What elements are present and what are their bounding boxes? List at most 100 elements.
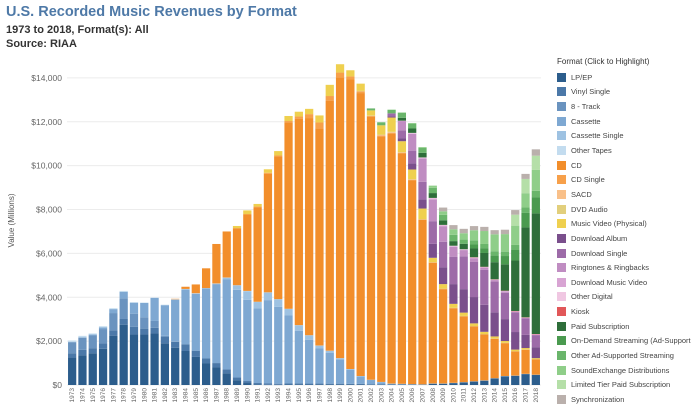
bar-segment bbox=[78, 349, 87, 356]
legend-item[interactable]: DVD Audio bbox=[557, 202, 691, 217]
bar-segment bbox=[274, 151, 283, 156]
bar-segment bbox=[212, 367, 221, 385]
bar-segment bbox=[366, 379, 376, 385]
legend-item[interactable]: Other Digital bbox=[557, 290, 691, 305]
legend-item[interactable]: Cassette bbox=[557, 114, 691, 129]
legend-label: Download Single bbox=[571, 248, 628, 258]
bar-segment bbox=[459, 233, 468, 240]
bar-segment bbox=[305, 108, 314, 115]
bar-segment bbox=[335, 384, 345, 385]
bar-segment bbox=[356, 376, 365, 384]
bar-segment bbox=[243, 383, 252, 385]
x-tick-label: 1973 bbox=[69, 388, 76, 403]
bar-segment bbox=[294, 384, 303, 385]
legend-label: Ringtones & Ringbacks bbox=[571, 263, 649, 273]
y-tick-label: $10,000 bbox=[31, 161, 62, 171]
bar-segment bbox=[511, 312, 520, 333]
bar-segment bbox=[521, 334, 530, 349]
legend-item[interactable]: CD Single bbox=[557, 172, 691, 187]
bar-segment bbox=[129, 326, 139, 335]
bar-segment bbox=[201, 363, 211, 385]
bar-segment bbox=[418, 158, 427, 182]
legend-item[interactable]: Other Ad-Supported Streaming bbox=[557, 348, 691, 363]
legend-label: Synchronization bbox=[571, 394, 625, 404]
bar-segment bbox=[521, 348, 530, 350]
legend-item[interactable]: Music Video (Physical) bbox=[557, 216, 691, 231]
legend-item[interactable]: Ringtones & Ringbacks bbox=[557, 260, 691, 275]
bar-segment bbox=[480, 252, 489, 267]
bar-segment bbox=[469, 240, 479, 245]
bar-segment bbox=[88, 333, 97, 335]
bar-segment bbox=[109, 309, 118, 314]
bar-segment bbox=[408, 150, 417, 164]
bar-segment bbox=[315, 345, 324, 349]
legend-item[interactable]: On-Demand Streaming (Ad-Supported) bbox=[557, 334, 691, 349]
bar-segment bbox=[263, 172, 273, 174]
legend-item[interactable]: Download Music Video bbox=[557, 275, 691, 290]
x-tick-label: 1987 bbox=[213, 388, 220, 403]
bar-segment bbox=[500, 292, 510, 320]
bar-segment bbox=[294, 111, 303, 117]
x-tick-label: 2003 bbox=[378, 388, 385, 403]
legend-item[interactable]: Cassette Single bbox=[557, 129, 691, 144]
bar-segment bbox=[335, 383, 345, 385]
legend-item[interactable]: Other Tapes bbox=[557, 143, 691, 158]
bar-segment bbox=[356, 83, 365, 91]
bar-segment bbox=[263, 292, 273, 301]
legend-item[interactable]: Download Single bbox=[557, 246, 691, 261]
x-tick-label: 1984 bbox=[183, 388, 190, 403]
legend-label: SoundExchange Distributions bbox=[571, 365, 670, 375]
bar-segment bbox=[140, 302, 149, 318]
bar-segment bbox=[294, 330, 303, 384]
bar-segment bbox=[335, 72, 345, 78]
bar-segment bbox=[531, 335, 540, 348]
bar-segment bbox=[490, 280, 499, 282]
bar-segment bbox=[119, 291, 128, 299]
bar-segment bbox=[356, 91, 365, 94]
legend-item[interactable]: Vinyl Single bbox=[557, 85, 691, 100]
bar-segment bbox=[181, 286, 190, 289]
bars-group bbox=[68, 64, 540, 386]
bar-segment bbox=[88, 348, 97, 354]
bar-segment bbox=[243, 291, 252, 300]
bar-segment bbox=[511, 349, 520, 352]
bar-segment bbox=[500, 256, 510, 265]
legend-item[interactable]: 8 - Track bbox=[557, 99, 691, 114]
bar-segment bbox=[294, 118, 303, 326]
x-tick-label: 1979 bbox=[131, 388, 138, 403]
bar-segment bbox=[263, 169, 273, 173]
bar-segment bbox=[469, 297, 479, 324]
bar-segment bbox=[325, 384, 334, 385]
bar-segment bbox=[315, 383, 324, 385]
bar-segment bbox=[469, 261, 479, 298]
bar-segment bbox=[449, 225, 458, 230]
x-tick-label: 2011 bbox=[461, 388, 468, 402]
bar-segment bbox=[150, 297, 159, 321]
bar-segment bbox=[428, 193, 437, 198]
legend-item[interactable]: Limited Tier Paid Subscription bbox=[557, 377, 691, 392]
y-tick-label: $6,000 bbox=[36, 248, 62, 258]
legend-item[interactable]: SACD bbox=[557, 187, 691, 202]
bar-segment bbox=[531, 213, 540, 334]
bar-segment bbox=[480, 243, 489, 249]
legend-item[interactable]: Download Album bbox=[557, 231, 691, 246]
bar-segment bbox=[129, 334, 139, 385]
bar-segment bbox=[78, 337, 87, 338]
legend-item[interactable]: SoundExchange Distributions bbox=[557, 363, 691, 378]
x-tick-label: 2009 bbox=[440, 388, 447, 403]
legend-item[interactable]: Paid Subscription bbox=[557, 319, 691, 334]
bar-segment bbox=[294, 383, 303, 385]
legend-swatch bbox=[557, 102, 566, 112]
bar-segment bbox=[212, 363, 221, 368]
legend-item[interactable]: LP/EP bbox=[557, 70, 691, 85]
legend-swatch bbox=[557, 131, 566, 141]
legend-item[interactable]: Synchronization bbox=[557, 392, 691, 407]
legend-item[interactable]: CD bbox=[557, 158, 691, 173]
x-tick-label: 2012 bbox=[471, 388, 478, 403]
chart-source: Source: RIAA bbox=[6, 38, 77, 50]
legend-item[interactable]: Kiosk bbox=[557, 304, 691, 319]
bar-segment bbox=[243, 214, 252, 291]
bar-segment bbox=[490, 255, 499, 263]
bar-segment bbox=[253, 301, 262, 309]
bar-segment bbox=[150, 327, 159, 334]
